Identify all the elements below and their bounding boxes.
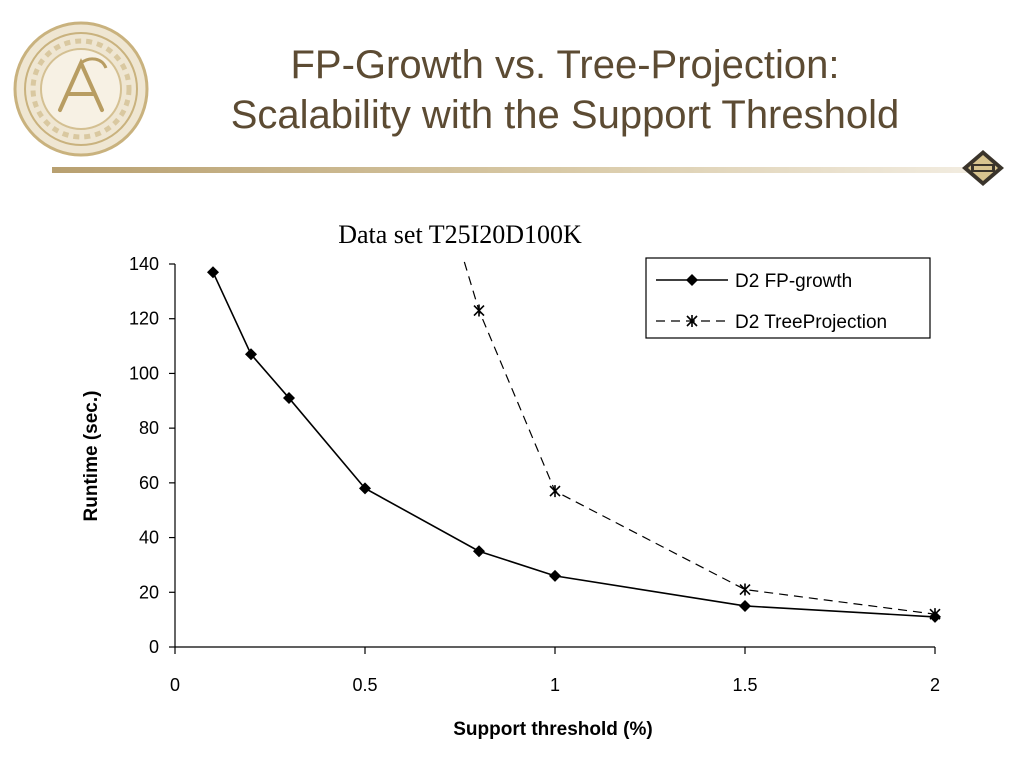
y-tick-label: 20	[139, 582, 159, 602]
data-point-2	[739, 583, 751, 596]
y-tick-label: 0	[149, 637, 159, 657]
data-point-1	[739, 599, 751, 612]
legend-label-2: D2 TreeProjection	[735, 312, 887, 333]
data-point-1	[473, 545, 485, 558]
legend: D2 FP-growth D2 TreeProjection	[645, 257, 931, 339]
x-tick-label: 1.5	[732, 675, 757, 695]
university-seal-logo	[13, 21, 149, 157]
legend-label-1: D2 FP-growth	[735, 271, 852, 292]
axes: 0 20 40 60 80 100 120 140 0 0.5 1 1.5 2	[129, 254, 940, 695]
y-tick-label: 100	[129, 363, 159, 383]
y-tick-label: 60	[139, 473, 159, 493]
legend-marker-1	[686, 274, 698, 286]
series-layer	[207, 258, 941, 623]
x-tick-label: 2	[930, 675, 940, 695]
x-tick-label: 0.5	[352, 675, 377, 695]
slide-title: FP-Growth vs. Tree-Projection: Scalabili…	[160, 40, 970, 140]
data-point-1	[549, 569, 561, 582]
legend-box	[645, 257, 931, 339]
legend-marker-2	[686, 315, 698, 327]
data-point-1	[283, 392, 295, 405]
y-tick-label: 120	[129, 309, 159, 329]
y-tick-label: 40	[139, 528, 159, 548]
y-tick-label: 80	[139, 418, 159, 438]
data-point-1	[207, 266, 219, 279]
y-tick-label: 140	[129, 254, 159, 274]
chart-title: Data set T25I20D100K	[338, 220, 582, 249]
data-point-1	[245, 348, 257, 361]
y-axis-label: Runtime (sec.)	[81, 391, 102, 522]
slide-title-line-2: Scalability with the Support Threshold	[230, 93, 900, 137]
purdue-corner-logo	[962, 150, 1004, 186]
x-tick-label: 0	[170, 675, 180, 695]
series-line-1	[212, 271, 936, 618]
data-point-1	[359, 482, 371, 495]
data-point-2	[549, 485, 561, 498]
title-divider	[52, 167, 970, 173]
x-axis-label: Support threshold (%)	[453, 719, 652, 740]
data-point-2	[473, 304, 485, 317]
x-tick-label: 1	[550, 675, 560, 695]
data-point-2	[929, 608, 941, 621]
slide-title-line-1: FP-Growth vs. Tree-Projection:	[290, 43, 840, 87]
